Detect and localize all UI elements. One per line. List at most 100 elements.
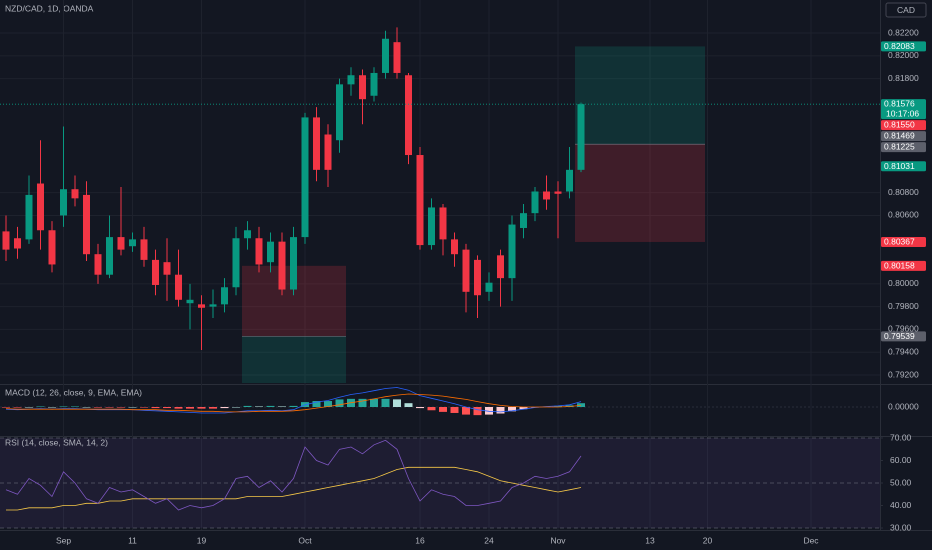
candle-body: [370, 72, 378, 96]
candle-body: [543, 191, 550, 200]
x-tick-label: Oct: [298, 535, 312, 545]
macd-histogram-bar: [36, 406, 45, 407]
candle-body: [60, 189, 67, 216]
macd-histogram-bar: [266, 405, 275, 407]
macd-histogram-bar: [82, 407, 91, 408]
candle-body: [244, 230, 251, 239]
macd-histogram-bar: [554, 405, 562, 407]
candle-body: [416, 155, 424, 246]
candle-body: [393, 42, 401, 73]
currency-label[interactable]: CAD: [897, 5, 915, 15]
price-label: 0.82083: [884, 41, 915, 51]
rsi-band: [0, 438, 880, 528]
macd-histogram-bar: [289, 405, 298, 407]
price-label-box: [881, 99, 926, 120]
macd-histogram-bar: [404, 403, 413, 407]
candle-body: [439, 207, 447, 240]
macd-histogram-bar: [393, 399, 401, 407]
macd-histogram-bar: [25, 407, 33, 408]
candle-body: [520, 213, 527, 228]
price-label-box: [881, 331, 926, 342]
candle-body: [336, 84, 343, 141]
macd-histogram-bar: [519, 407, 528, 410]
y-tick-label: 0.79400: [888, 346, 919, 356]
macd-histogram-bar: [140, 407, 148, 408]
price-label: 0.81576: [884, 99, 915, 109]
macd-histogram-bar: [577, 403, 585, 407]
indicator-title: MACD (12, 26, close, 9, EMA, EMA): [5, 387, 142, 397]
candle-body: [485, 282, 493, 292]
candle-body: [313, 117, 320, 170]
macd-histogram-bar: [209, 407, 217, 409]
macd-histogram-bar: [324, 401, 332, 407]
y-tick-label: 0.80600: [888, 210, 919, 220]
candle-body: [290, 237, 297, 290]
x-tick-label: 24: [484, 535, 494, 545]
x-tick-label: 19: [197, 535, 207, 545]
price-label: 0.81469: [884, 131, 915, 141]
macd-histogram-bar: [174, 407, 183, 409]
macd-histogram-bar: [48, 407, 56, 408]
y-tick-label: 0.82000: [888, 50, 919, 60]
macd-histogram-bar: [450, 407, 459, 413]
candle-body: [382, 38, 389, 73]
candle-body: [129, 239, 136, 247]
price-label-box: [881, 142, 926, 153]
candle-body: [209, 304, 217, 307]
y-tick-label: 0.79800: [888, 301, 919, 311]
candle-body: [152, 259, 159, 285]
y-tick-label: 0.79600: [888, 324, 919, 334]
y-tick-label: 60.00: [890, 455, 912, 465]
macd-histogram-bar: [485, 407, 493, 415]
y-tick-label: 0.80000: [888, 278, 919, 288]
price-label: 0.81225: [884, 142, 915, 152]
price-label: 0.80367: [884, 237, 915, 247]
candle-body: [497, 255, 504, 279]
candle-body: [221, 287, 228, 305]
candle-body: [474, 259, 481, 296]
candle-body: [462, 249, 470, 292]
macd-histogram-bar: [163, 407, 171, 409]
macd-histogram-bar: [462, 407, 470, 415]
price-label-box: [881, 260, 926, 271]
macd-histogram-bar: [312, 401, 321, 407]
x-tick-label: Dec: [803, 535, 819, 545]
price-label: 0.81550: [884, 120, 915, 130]
candle-body: [301, 117, 309, 238]
price-label-box: [881, 161, 926, 172]
x-tick-label: 13: [645, 535, 655, 545]
y-tick-label: 50.00: [890, 477, 912, 487]
macd-histogram-bar: [381, 398, 390, 407]
candle-body: [14, 238, 21, 249]
candle-body: [255, 238, 263, 265]
price-label-box: [881, 131, 926, 142]
macd-line: [5, 387, 582, 414]
y-tick-label: 0.80800: [888, 187, 919, 197]
macd-histogram-bar: [105, 407, 114, 408]
countdown-label: 10:17:06: [886, 108, 919, 118]
price-label-box: [881, 120, 926, 131]
candle-body: [531, 191, 539, 214]
price-label-box: [881, 236, 926, 247]
macd-histogram-bar: [117, 407, 125, 408]
macd-histogram-bar: [94, 407, 102, 408]
candle-body: [83, 194, 90, 255]
candle-body: [267, 241, 274, 263]
candle-body: [347, 75, 355, 85]
position-loss-zone: [575, 144, 705, 242]
price-label: 0.81031: [884, 161, 915, 171]
price-label-box: [881, 41, 926, 52]
candle-body: [175, 274, 182, 300]
macd-histogram-bar: [243, 405, 252, 407]
currency-button[interactable]: [885, 2, 927, 18]
y-tick-label: 40.00: [890, 500, 912, 510]
macd-histogram-bar: [439, 407, 447, 412]
macd-histogram-bar: [427, 407, 436, 411]
macd-histogram-bar: [278, 406, 286, 407]
candle-body: [48, 230, 56, 265]
candle-body: [37, 183, 44, 231]
macd-histogram-bar: [335, 399, 344, 407]
macd-histogram-bar: [128, 407, 137, 408]
candle-body: [106, 237, 113, 275]
